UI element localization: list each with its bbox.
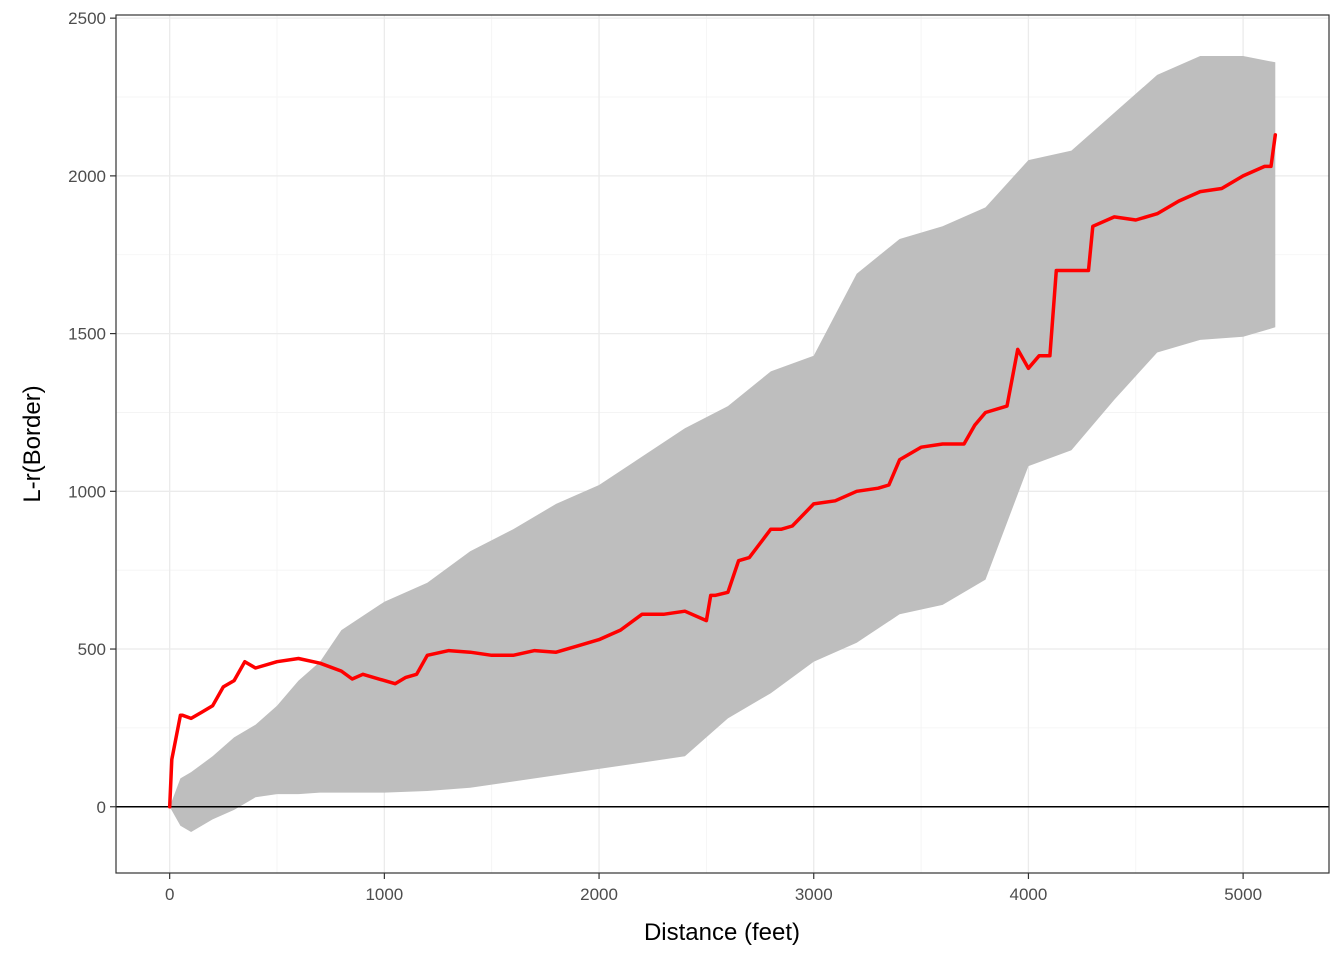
x-tick-label: 4000 [1010,885,1048,904]
series-layer [167,133,1278,809]
y-tick-label: 1000 [68,482,106,501]
envelope-layer [169,56,1276,832]
x-axis-title: Distance (feet) [644,919,800,946]
y-tick-label: 2000 [68,167,106,186]
x-tick-label: 0 [165,885,174,904]
plot-border [115,14,1330,874]
x-tick-label: 3000 [795,885,833,904]
y-tick-label: 1500 [68,325,106,344]
y-axis: 0 500 1000 1500 2000 2500 [68,9,116,817]
x-tick-label: 1000 [365,885,403,904]
y-axis-title: L-r(Border) [19,385,46,502]
observed-series-line [167,133,1278,809]
x-axis: 0 1000 2000 3000 4000 5000 [165,873,1262,904]
y-tick-label: 500 [78,640,106,659]
y-tick-label: 0 [97,798,106,817]
confidence-envelope [169,56,1276,832]
x-tick-label: 2000 [580,885,618,904]
x-tick-label: 5000 [1224,885,1262,904]
y-tick-label: 2500 [68,9,106,28]
